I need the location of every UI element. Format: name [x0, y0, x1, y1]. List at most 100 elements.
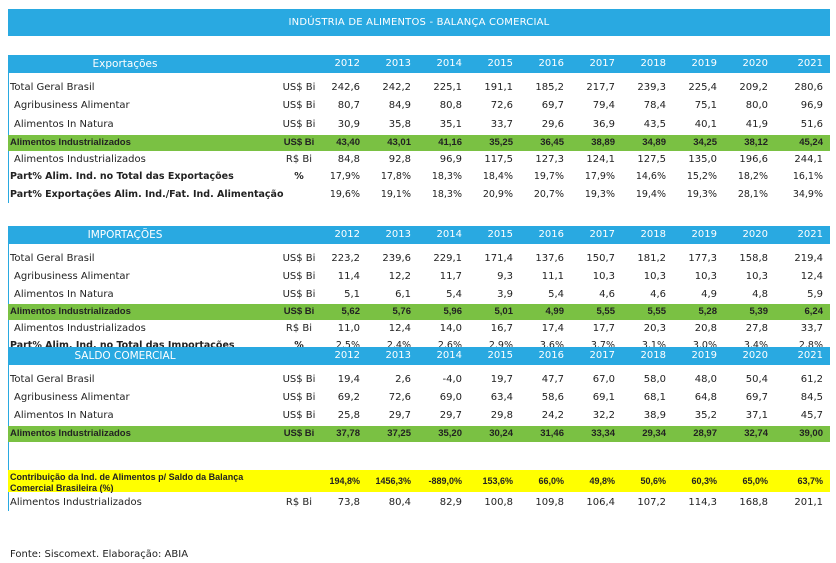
year-header: 2016 — [538, 229, 564, 240]
table-cell: 4,99 — [545, 306, 565, 317]
table-cell: 137,6 — [535, 253, 564, 264]
table-cell: 38,89 — [591, 137, 615, 148]
table-cell: 18,3% — [431, 171, 462, 182]
table-cell: 17,4 — [541, 323, 564, 334]
table-cell: 239,3 — [637, 82, 666, 93]
table-row: Part% Exportações Alim. Ind./Fat. Ind. A… — [8, 186, 830, 203]
row-label: Agribusiness Alimentar — [14, 100, 130, 111]
table-cell: 19,3% — [686, 189, 717, 200]
table-cell: 36,45 — [540, 137, 564, 148]
year-header: 2014 — [436, 229, 462, 240]
table-row: Alimentos In Natura US$ Bi 5,1 6,1 5,4 3,9 5,4… — [8, 286, 830, 303]
table-cell: 20,3 — [643, 323, 666, 334]
year-header: 2018 — [640, 58, 666, 69]
row-unit: US$ Bi — [283, 428, 315, 439]
table-cell: 27,8 — [745, 323, 768, 334]
table-cell: 127,3 — [535, 154, 564, 165]
table-cell: 239,6 — [382, 253, 411, 264]
row-unit: US$ Bi — [282, 410, 316, 421]
row-label: Alimentos Industrializados — [10, 428, 131, 439]
table-cell: 69,7 — [745, 392, 768, 403]
year-header: 2013 — [385, 58, 411, 69]
year-header: 2015 — [487, 229, 513, 240]
table-cell: 9,3 — [497, 271, 513, 282]
row-unit: US$ Bi — [283, 306, 315, 317]
table-row: Alimentos Industrializados US$ Bi 5,62 5,76… — [8, 304, 830, 320]
table-cell: 96,9 — [800, 100, 823, 111]
table-cell: 51,6 — [800, 119, 823, 130]
table-cell: 10,3 — [745, 271, 768, 282]
year-header: 2020 — [742, 350, 768, 361]
table-cell: 63,7% — [797, 476, 823, 486]
table-row: Alimentos Industrializados R$ Bi 84,8 92,8 9… — [8, 152, 830, 168]
table-cell: 25,8 — [337, 410, 360, 421]
section-header: IMPORTAÇÕES 2012 2013 2014 2015 2016 2017 2018 2… — [8, 226, 830, 244]
table-cell: 69,7 — [541, 100, 564, 111]
table-cell: 5,4 — [446, 289, 462, 300]
table-cell: 32,2 — [592, 410, 615, 421]
table-cell: 80,4 — [388, 497, 411, 508]
table-row: Alimentos Industrializados R$ Bi 73,8 80,4 8… — [8, 495, 830, 511]
table-cell: 37,78 — [336, 428, 360, 439]
table-cell: 3,0% — [692, 340, 717, 351]
table-cell: 80,7 — [337, 100, 360, 111]
table-cell: 30,24 — [489, 428, 513, 439]
table-cell: 35,20 — [438, 428, 462, 439]
table-cell: 11,7 — [439, 271, 462, 282]
year-header: 2018 — [640, 229, 666, 240]
table-cell: 35,8 — [388, 119, 411, 130]
table-cell: 225,4 — [688, 82, 717, 93]
year-header: 2021 — [797, 58, 823, 69]
table-cell: 28,97 — [693, 428, 717, 439]
year-header: 2021 — [797, 229, 823, 240]
table-cell: 17,7 — [592, 323, 615, 334]
row-unit: US$ Bi — [282, 271, 316, 282]
table-cell: 114,3 — [688, 497, 717, 508]
table-cell: 19,6% — [329, 189, 360, 200]
row-label: Alimentos In Natura — [14, 119, 114, 130]
table-cell: 84,9 — [388, 100, 411, 111]
table-cell: 18,4% — [482, 171, 513, 182]
table-cell: 75,1 — [694, 100, 717, 111]
table-cell: 5,62 — [341, 306, 361, 317]
table-cell: 29,7 — [388, 410, 411, 421]
table-cell: 48,0 — [694, 374, 717, 385]
table-cell: 5,4 — [548, 289, 564, 300]
table-cell: 194,8% — [329, 476, 360, 486]
table-cell: 219,4 — [794, 253, 823, 264]
table-row: Alimentos Industrializados R$ Bi 11,0 12,4 1… — [8, 321, 830, 337]
table-cell: 181,2 — [637, 253, 666, 264]
row-unit: US$ Bi — [282, 253, 316, 264]
row-label: Agribusiness Alimentar — [14, 271, 130, 282]
table-cell: 49,8% — [589, 476, 615, 486]
year-header: 2017 — [589, 58, 615, 69]
row-label: Alimentos Industrializados — [14, 154, 146, 165]
table-cell: 168,8 — [739, 497, 768, 508]
row-unit: US$ Bi — [282, 392, 316, 403]
section-title: Exportações — [92, 58, 158, 70]
table-row: Total Geral Brasil US$ Bi 19,4 2,6 -4,0 19,7 4… — [8, 371, 830, 388]
table-cell: 106,4 — [586, 497, 615, 508]
table-cell: 33,7 — [490, 119, 513, 130]
year-header: 2017 — [589, 350, 615, 361]
year-header: 2016 — [538, 58, 564, 69]
table-cell: 17,9% — [329, 171, 360, 182]
table-row: Total Geral Brasil US$ Bi 242,6 242,2 225,1 1… — [8, 79, 830, 96]
table-cell: -889,0% — [428, 476, 462, 486]
table-cell: 5,9 — [807, 289, 823, 300]
table-cell: 3,7% — [590, 340, 615, 351]
table-cell: 45,7 — [800, 410, 823, 421]
row-unit: US$ Bi — [282, 374, 316, 385]
table-cell: 39,00 — [799, 428, 823, 439]
table-cell: 5,96 — [443, 306, 463, 317]
row-label: Part% Alim. Ind. no Total das Importaçõe… — [10, 340, 235, 351]
table-cell: 5,01 — [494, 306, 514, 317]
table-cell: 84,8 — [337, 154, 360, 165]
table-cell: 107,2 — [637, 497, 666, 508]
section-header: SALDO COMERCIAL 2012 2013 2014 2015 2016 2017 2… — [8, 347, 830, 365]
table-cell: 41,9 — [745, 119, 768, 130]
table-cell: 2,6 — [395, 374, 411, 385]
table-cell: 2,5% — [335, 340, 360, 351]
table-cell: 4,6 — [650, 289, 666, 300]
table-row: Alimentos In Natura US$ Bi 30,9 35,8 35,1 33,… — [8, 116, 830, 133]
